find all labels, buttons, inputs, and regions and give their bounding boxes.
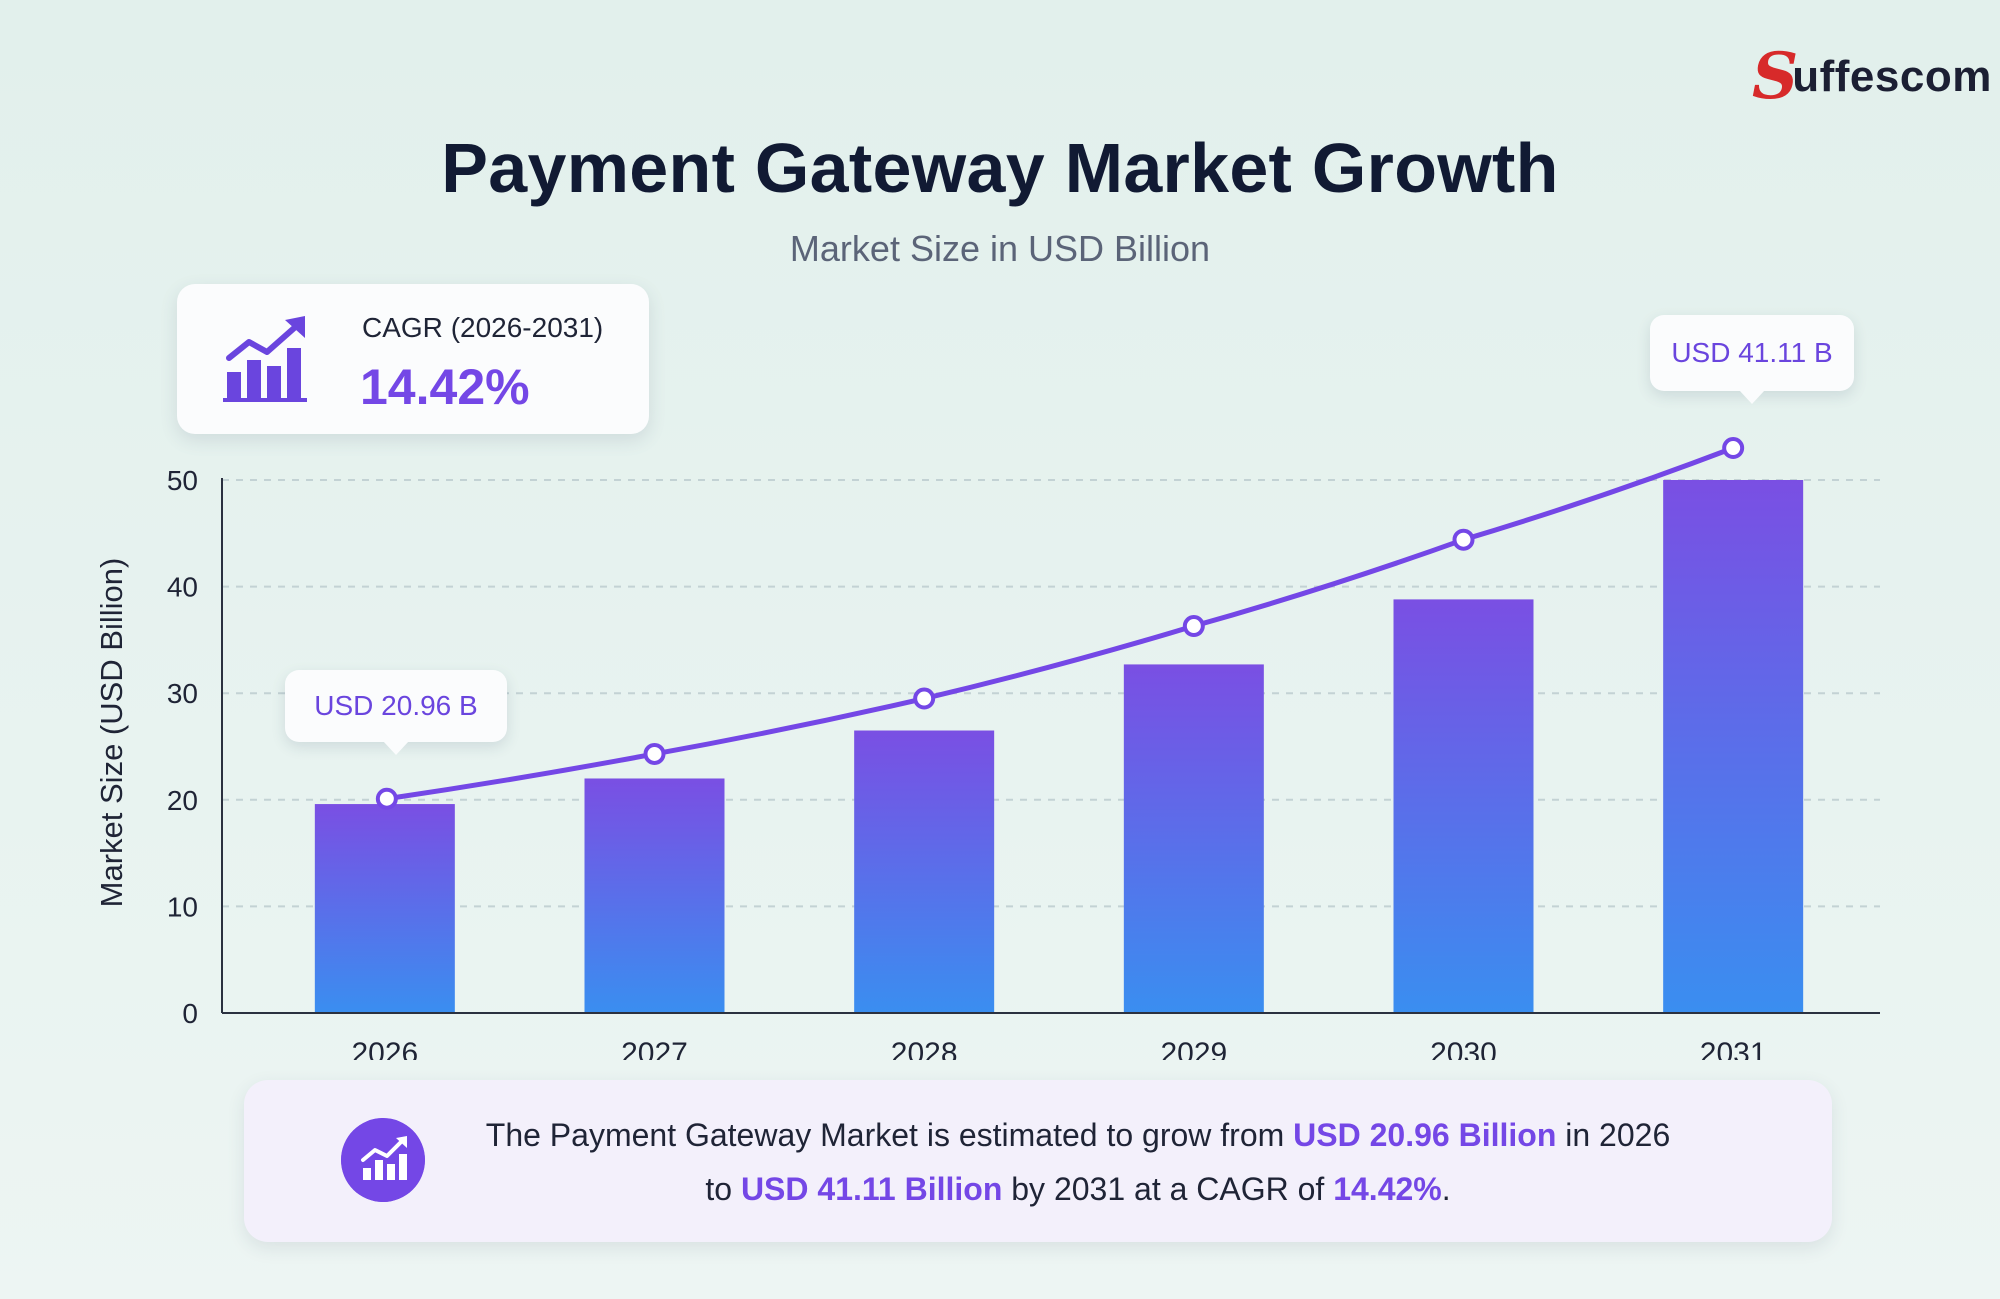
trend-point (1452, 528, 1475, 551)
summary-highlight-cagr: 14.42% (1333, 1171, 1442, 1207)
trend-point (1722, 437, 1745, 460)
bar (1123, 664, 1264, 1013)
x-tick-label: 2027 (621, 1037, 688, 1060)
summary-text-part: by 2031 at a CAGR of (1002, 1171, 1334, 1207)
trend-point (1182, 615, 1205, 638)
chart-subtitle: Market Size in USD Billion (789, 228, 1211, 269)
growth-chart-icon (341, 1118, 425, 1202)
summary-highlight-start: USD 20.96 Billion (1293, 1117, 1557, 1153)
x-tick-label: 2026 (351, 1037, 418, 1060)
trend-line (384, 445, 1736, 802)
bar (1663, 480, 1804, 1013)
summary-text-part: . (1441, 1171, 1451, 1207)
cagr-label-main: CAGR (362, 312, 443, 343)
brand-logo: S uffescom (1752, 42, 1992, 112)
x-tick-label: 2031 (1700, 1037, 1767, 1060)
trend-point (643, 742, 666, 765)
x-tick-label: 2029 (1160, 1037, 1227, 1060)
summary-box: The Payment Gateway Market is estimated … (244, 1080, 1832, 1242)
chart-title: Payment Gateway Market Growth (441, 129, 1559, 207)
summary-text-part: The Payment Gateway Market is estimated … (485, 1117, 1294, 1153)
summary-text: The Payment Gateway Market is estimated … (444, 1108, 1712, 1216)
y-axis-title: Market Size (USD Billion) (94, 558, 129, 908)
x-tick-label: 2030 (1430, 1037, 1497, 1060)
growth-chart-icon (223, 316, 307, 402)
y-tick-label: 20 (167, 785, 198, 816)
callout-end-value: USD 41.11 B (1650, 315, 1854, 404)
x-tick-label: 2028 (891, 1037, 958, 1060)
summary-highlight-end: USD 41.11 Billion (740, 1171, 1003, 1207)
y-tick-label: 30 (167, 678, 198, 709)
cagr-card: CAGR (2026-2031) 14.42% (177, 284, 649, 434)
y-tick-label: 0 (182, 998, 198, 1029)
bar (584, 778, 725, 1013)
trend-point (375, 787, 398, 810)
y-tick-label: 50 (167, 465, 198, 496)
cagr-label-range: (2026-2031) (450, 312, 604, 343)
trend-point (913, 687, 936, 710)
bar (854, 730, 995, 1013)
summary-text-part: in 2026 (1556, 1117, 1671, 1153)
cagr-value: 14.42% (360, 359, 530, 415)
bar (1393, 599, 1534, 1013)
y-tick-label: 10 (167, 891, 198, 922)
y-tick-label: 40 (167, 572, 198, 603)
logo-initial: S (1752, 39, 1799, 114)
logo-wordmark: uffescom (1792, 52, 1992, 101)
callout-start-value: USD 20.96 B (285, 670, 507, 755)
summary-text-part: to (705, 1171, 741, 1207)
cagr-label: CAGR (2026-2031) (362, 312, 603, 344)
bar (314, 804, 455, 1013)
